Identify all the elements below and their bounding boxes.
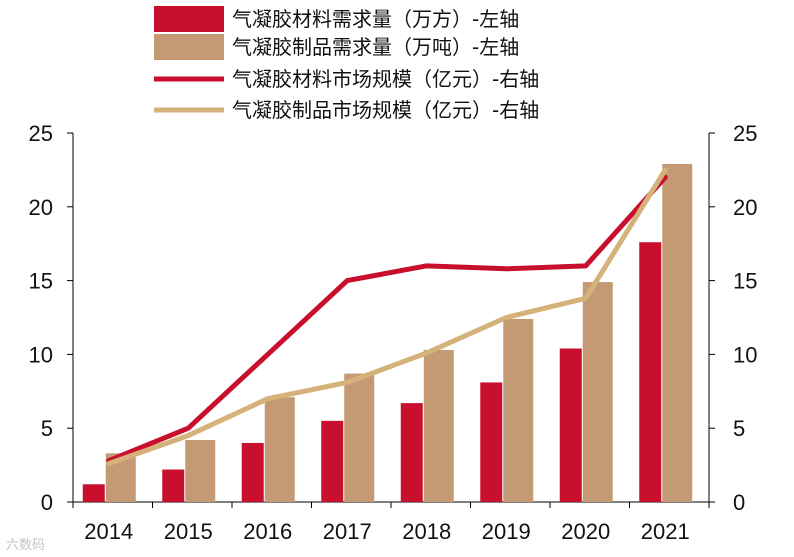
left-tick-label: 5 <box>41 416 53 441</box>
bar-product-demand <box>185 440 216 502</box>
line-material-market <box>106 174 668 464</box>
x-tick-label: 2019 <box>482 519 531 544</box>
bar-product-demand <box>662 163 693 502</box>
bar-material-demand <box>241 442 264 502</box>
x-tick-label: 2016 <box>243 519 292 544</box>
right-tick-label: 5 <box>733 416 745 441</box>
x-tick-label: 2015 <box>164 519 213 544</box>
legend-label: 气凝胶材料需求量（万方）-左轴 <box>232 7 519 31</box>
bar-material-demand <box>400 403 423 502</box>
x-tick-label: 2021 <box>641 519 690 544</box>
bar-product-demand <box>264 397 295 502</box>
line-product-market <box>106 167 668 467</box>
legend-label: 气凝胶制品需求量（万吨）-左轴 <box>232 35 519 59</box>
x-tick-label: 2020 <box>561 519 610 544</box>
left-tick-label: 0 <box>41 490 53 515</box>
x-tick-label: 2018 <box>402 519 451 544</box>
bar-material-demand <box>480 382 503 502</box>
left-tick-label: 25 <box>29 121 53 146</box>
right-tick-label: 10 <box>733 342 757 367</box>
bar-material-demand <box>321 420 344 502</box>
right-tick-label: 0 <box>733 490 745 515</box>
bar-material-demand <box>639 242 662 502</box>
legend-swatch <box>154 6 224 32</box>
left-tick-label: 10 <box>29 342 53 367</box>
x-tick-label: 2017 <box>323 519 372 544</box>
left-tick-label: 15 <box>29 269 53 294</box>
bar-product-demand <box>423 349 454 502</box>
watermark: 六数码 <box>6 538 46 553</box>
legend-swatch <box>154 34 224 60</box>
x-tick-label: 2014 <box>84 519 133 544</box>
bar-material-demand <box>559 348 582 502</box>
right-tick-label: 25 <box>733 121 757 146</box>
legend-label: 气凝胶制品市场规模（亿元）-右轴 <box>232 98 539 122</box>
bar-material-demand <box>162 469 185 502</box>
legend-label: 气凝胶材料市场规模（亿元）-右轴 <box>232 67 539 91</box>
left-tick-label: 20 <box>29 195 53 220</box>
bar-product-demand <box>503 318 534 502</box>
right-tick-label: 15 <box>733 269 757 294</box>
right-tick-label: 20 <box>733 195 757 220</box>
bar-product-demand <box>582 282 613 502</box>
bar-product-demand <box>344 373 375 502</box>
bar-material-demand <box>82 484 105 502</box>
